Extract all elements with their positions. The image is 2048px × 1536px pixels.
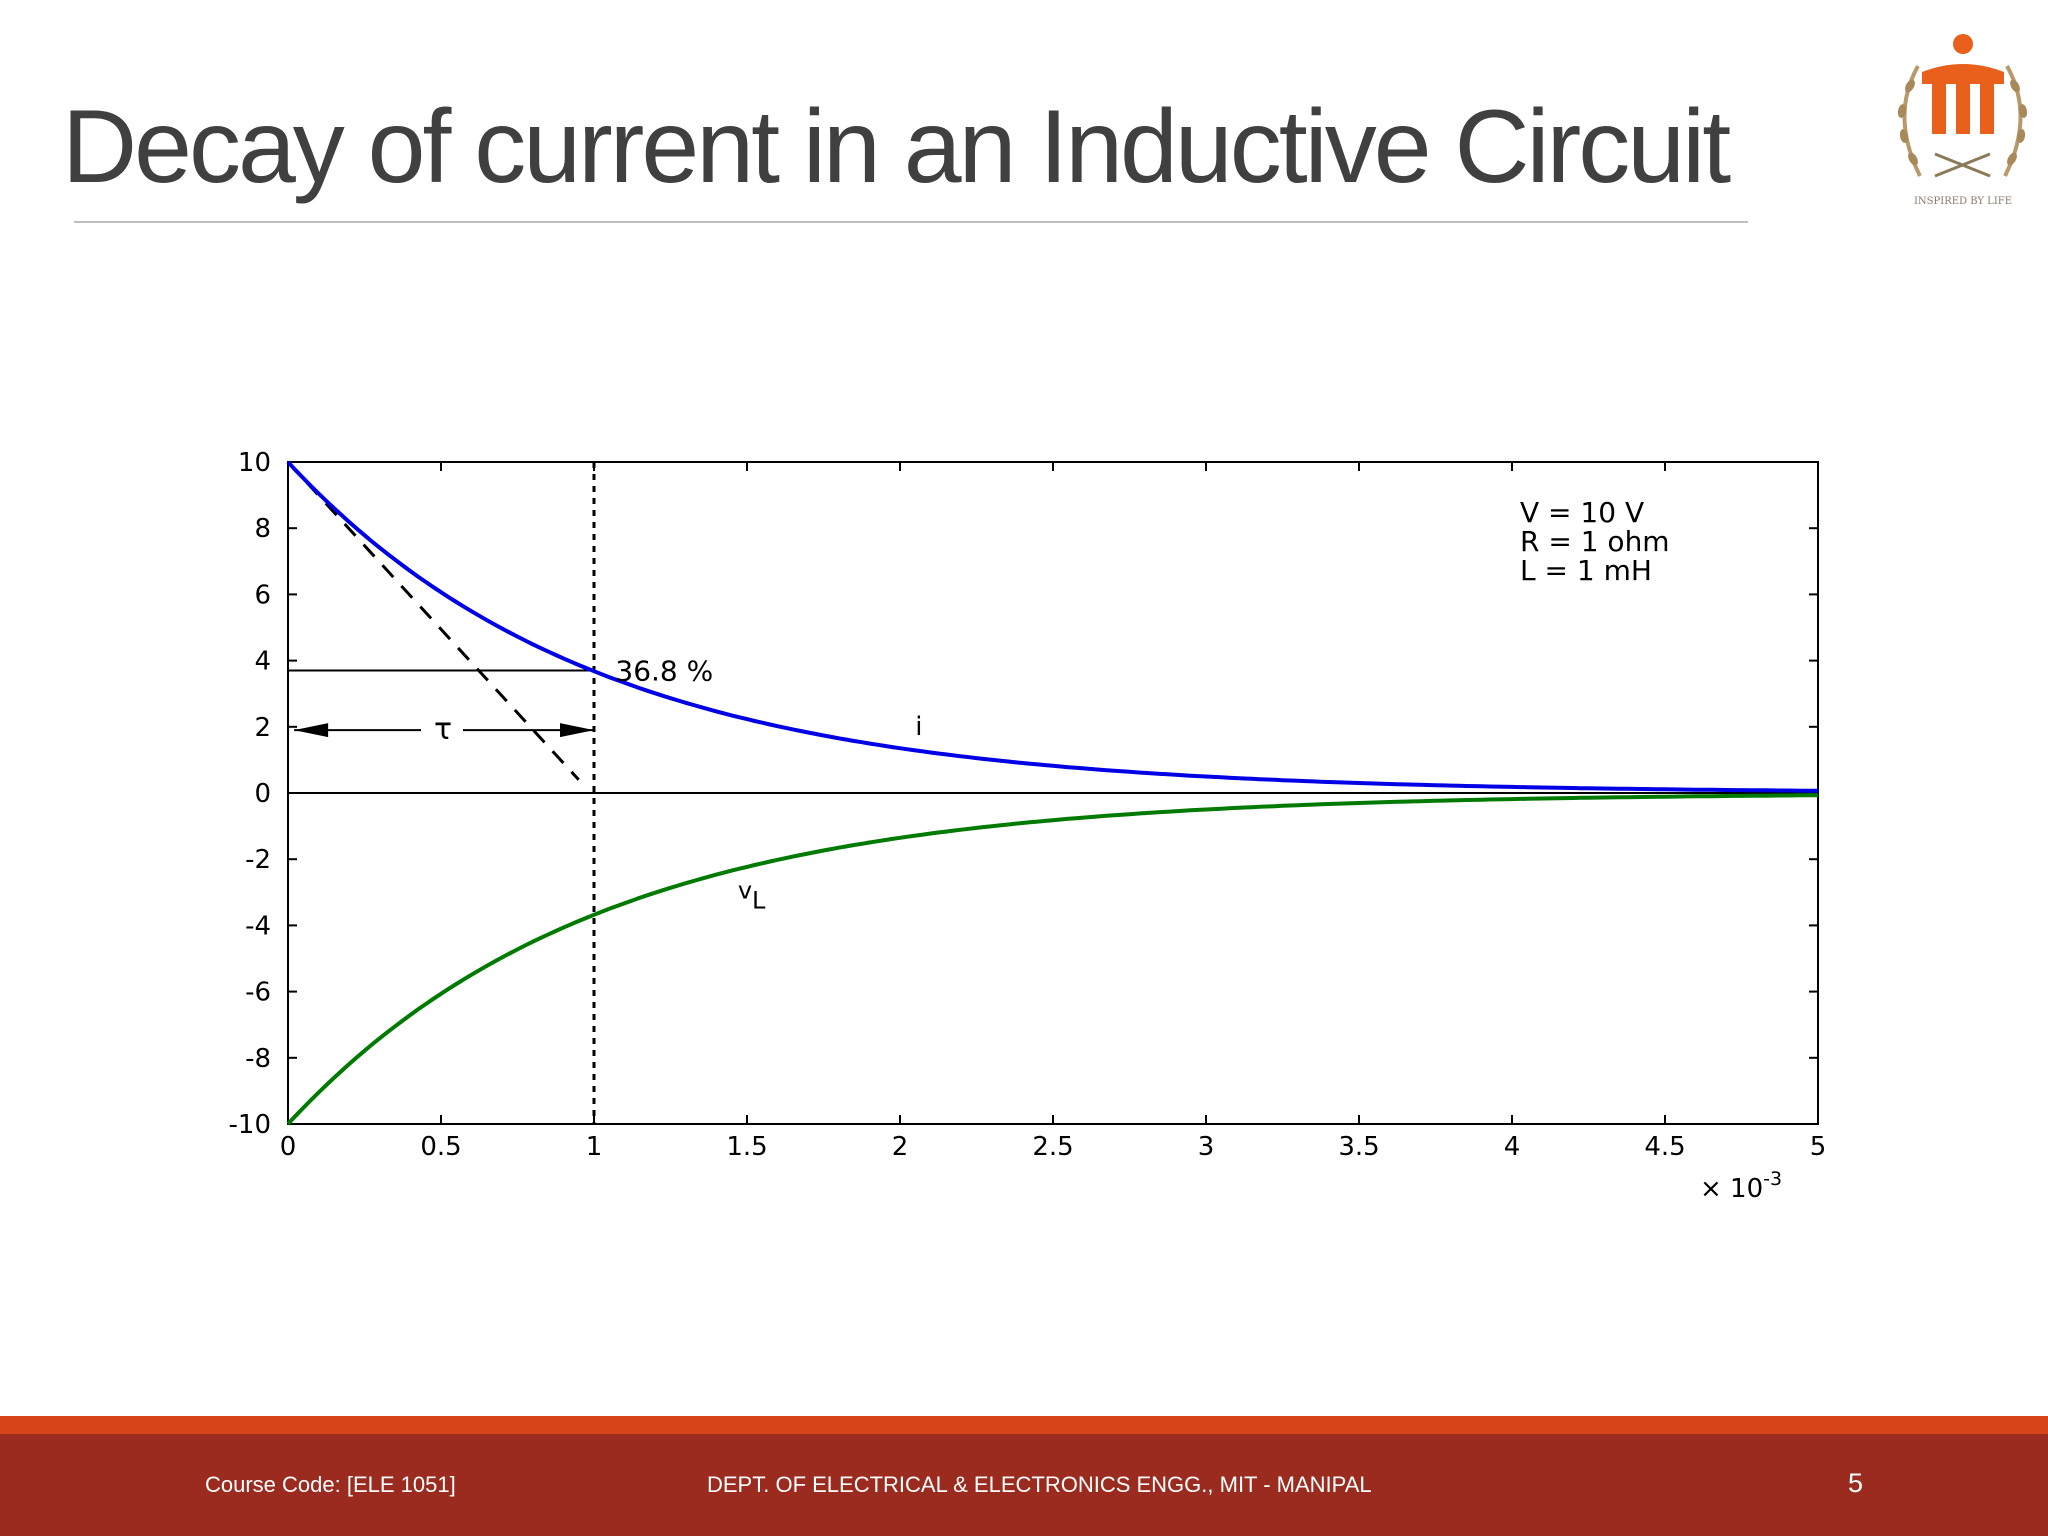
x-tick-label: 5 [1810,1132,1827,1162]
current-curve [286,460,1819,793]
y-tick-label: -6 [245,978,271,1008]
tau-arrow-head-right [560,723,594,738]
y-tick-label: -2 [245,845,271,875]
initial-slope-tangent [286,460,580,781]
footer-department: DEPT. OF ELECTRICAL & ELECTRONICS ENGG.,… [707,1472,1372,1497]
x-tick-label: 3 [1198,1132,1215,1162]
x-tick-label: 2.5 [1032,1132,1073,1162]
circuit-parameter-label: R = 1 ohm [1520,525,1670,558]
footer-accent-stripe [0,1416,2048,1434]
y-tick-label: -4 [245,911,271,941]
x-tick-label: 4 [1504,1132,1521,1162]
circuit-parameter-label: L = 1 mH [1520,554,1652,587]
y-tick-label: 10 [238,448,271,478]
y-tick-label: -8 [245,1044,271,1074]
university-seal-logo: INSPIRED BY LIFE [1897,34,2028,207]
x-tick-label: 1.5 [726,1132,767,1162]
x-tick-label: 3.5 [1338,1132,1379,1162]
y-tick-label: 4 [254,647,271,677]
title-divider [74,221,1748,223]
x-tick-label: 2 [892,1132,909,1162]
inductor-voltage-curve [286,793,1819,1126]
logo-motto: INSPIRED BY LIFE [1914,196,2012,207]
footer-course-code: Course Code: [ELE 1051] [205,1472,456,1497]
slide-title: Decay of current in an Inductive Circuit [62,89,1731,205]
y-tick-label: 8 [254,514,271,544]
slide-number: 5 [1848,1468,1864,1498]
tau-label: τ [434,712,452,747]
x-tick-label: 4.5 [1644,1132,1685,1162]
y-tick-label: 6 [254,580,271,610]
x-tick-label: 1 [586,1132,603,1162]
current-series-label: i [915,712,922,742]
x-tick-label: 0.5 [420,1132,461,1162]
x-axis-multiplier: × 10-3 [1700,1168,1782,1204]
x-tick-label: 0 [280,1132,297,1162]
slide-footer: Course Code: [ELE 1051] DEPT. OF ELECTRI… [0,1434,2048,1536]
voltage-series-label: vL [738,877,766,915]
y-tick-label: -10 [229,1110,271,1140]
percent-annotation: 36.8 % [615,655,713,688]
y-tick-label: 2 [254,713,271,743]
y-tick-label: 0 [254,779,271,809]
tau-arrow-head-left [294,723,329,738]
circuit-parameter-label: V = 10 V [1520,496,1644,529]
